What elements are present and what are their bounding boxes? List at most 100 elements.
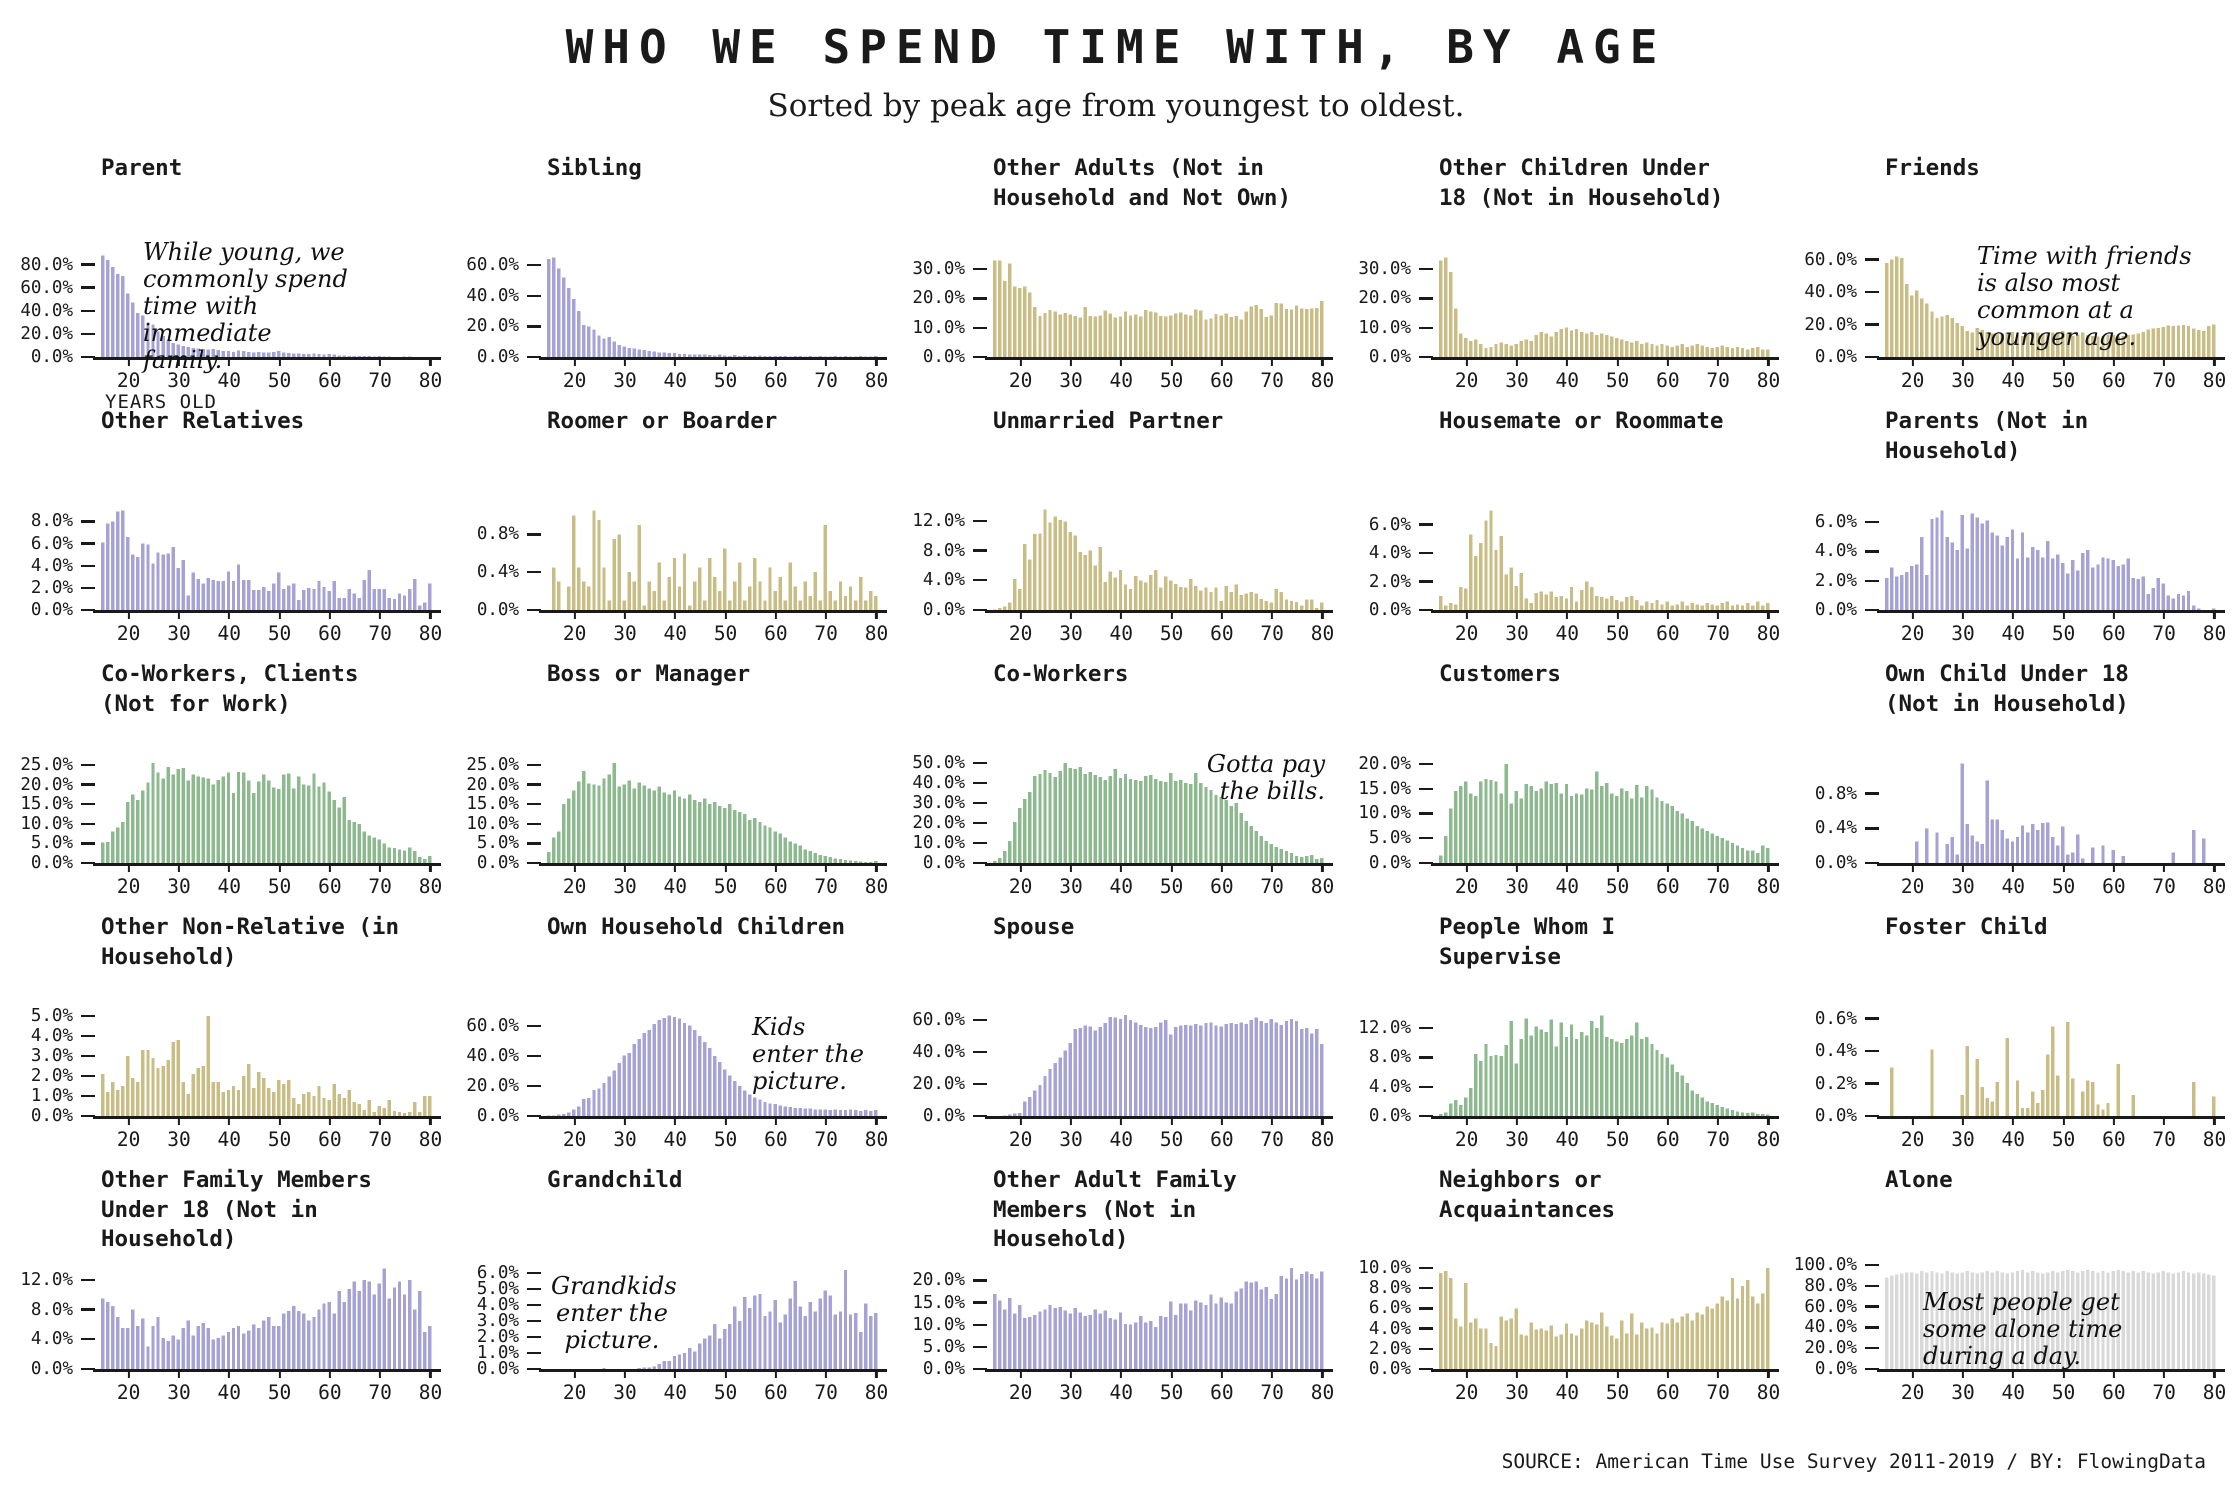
bar-age-44 [2030, 547, 2035, 610]
bar-age-46 [702, 798, 707, 863]
bar-age-35 [1985, 520, 1990, 610]
bar-age-56 [307, 354, 311, 357]
bar-age-62 [2121, 335, 2125, 358]
bar-age-80 [1765, 602, 1770, 610]
bar-age-33 [1975, 841, 1979, 863]
bar-age-51 [1620, 601, 1624, 610]
bar-age-42 [1574, 1039, 1579, 1116]
bar-age-56 [1199, 310, 1203, 357]
bar-age-33 [1083, 1315, 1087, 1369]
bar-age-39 [667, 1015, 672, 1116]
bar-age-57 [1650, 789, 1654, 863]
y-axis-tick: 80.0% [1804, 1275, 1879, 1297]
bar-age-39 [221, 351, 226, 357]
x-axis-tick [1717, 865, 1720, 872]
x-axis-tick [875, 612, 878, 619]
bar-age-47 [1153, 1027, 1158, 1116]
bar-age-31 [181, 1328, 185, 1369]
bar-age-42 [682, 1353, 687, 1369]
bar-age-22 [136, 556, 140, 610]
x-axis-tick [623, 359, 627, 366]
bar-age-67 [1254, 1281, 1258, 1369]
bar-age-46 [1594, 335, 1599, 357]
y-axis-tick-dash [81, 842, 95, 845]
bar-age-56 [753, 1097, 757, 1116]
bar-age-52 [1625, 597, 1629, 610]
bar-age-75 [1740, 1112, 1745, 1116]
bar-age-17 [111, 1082, 115, 1116]
bar-age-75 [1740, 848, 1745, 863]
bar-age-68 [1259, 308, 1264, 357]
bar-age-73 [838, 581, 843, 610]
bar-age-58 [1655, 345, 1659, 357]
bar-age-39 [1113, 1017, 1118, 1116]
bar-age-76 [2191, 830, 2196, 863]
y-axis-tick-dash [1865, 258, 1879, 261]
bar-age-39 [1113, 1319, 1118, 1369]
x-axis-line [985, 863, 1333, 866]
bar-age-45 [1589, 587, 1594, 610]
bars-layer [101, 510, 432, 610]
x-axis-tick-label: 80 [1756, 1128, 1781, 1151]
bar-age-30 [622, 600, 626, 610]
bar-age-56 [753, 355, 757, 357]
x-axis-tick [1616, 359, 1619, 366]
bar-age-61 [1670, 1318, 1674, 1369]
bar-age-37 [1995, 1271, 2000, 1369]
x-axis-tick-label: 80 [1310, 369, 1335, 392]
bar-age-34 [1980, 1272, 1984, 1369]
x-axis-tick [1120, 612, 1123, 619]
bar-age-71 [382, 843, 387, 863]
chart-title: Other Non-Relative (in Household) [101, 914, 400, 970]
bar-age-51 [728, 355, 732, 357]
x-axis-tick [875, 865, 878, 872]
x-axis-line [93, 1116, 441, 1119]
y-axis-tick-dash [973, 1323, 987, 1326]
bar-age-20 [572, 298, 576, 357]
bar-age-40 [672, 558, 677, 610]
bar-age-48 [2051, 332, 2055, 358]
y-axis-tick: 4.0% [1369, 1318, 1433, 1340]
y-axis-tick-label: 20.0% [1804, 1338, 1857, 1359]
bar-age-36 [1098, 1313, 1103, 1369]
x-axis-tick [1220, 359, 1223, 366]
bar-age-16 [106, 259, 110, 357]
bar-age-59 [768, 1103, 772, 1116]
y-axis-tick: 4.0% [31, 555, 95, 577]
bar-age-79 [868, 356, 873, 357]
bar-age-56 [2091, 335, 2095, 358]
bar-age-30 [1514, 1308, 1518, 1369]
bar-age-24 [146, 544, 150, 610]
y-axis-tick-label: 5.0% [1368, 828, 1411, 849]
bar-age-31 [181, 346, 185, 357]
bar-age-27 [161, 1337, 165, 1369]
x-axis-tick [1170, 1118, 1173, 1125]
bar-age-34 [1534, 592, 1538, 610]
bar-age-40 [226, 772, 231, 863]
bar-age-18 [562, 1113, 566, 1116]
x-axis-line [1431, 1116, 1779, 1119]
bar-age-61 [1224, 1024, 1228, 1116]
bar-age-36 [1544, 594, 1549, 610]
x-axis-line [539, 357, 887, 360]
y-axis-tick-label: 25.0% [20, 754, 73, 775]
bar-age-43 [687, 354, 692, 357]
x-axis-tick [724, 612, 727, 619]
x-axis-tick-label: 20 [1900, 1128, 1925, 1151]
bar-age-68 [1259, 1289, 1264, 1369]
bar-age-75 [402, 850, 407, 863]
bar-age-51 [1620, 1042, 1624, 1116]
bar-age-49 [272, 1092, 276, 1116]
bar-age-44 [1584, 333, 1589, 357]
bar-age-64 [2131, 1094, 2135, 1117]
x-axis-tick [875, 1118, 878, 1125]
bar-age-41 [1569, 587, 1574, 610]
bar-age-79 [1314, 607, 1319, 610]
bar-age-37 [1103, 1023, 1108, 1116]
bar-age-30 [1068, 532, 1072, 610]
x-axis-tick [825, 1371, 828, 1378]
bar-age-54 [1635, 784, 1639, 863]
bar-age-47 [2045, 822, 2050, 863]
bar-age-26 [1048, 1304, 1052, 1369]
x-axis-tick-label: 30 [167, 622, 191, 645]
